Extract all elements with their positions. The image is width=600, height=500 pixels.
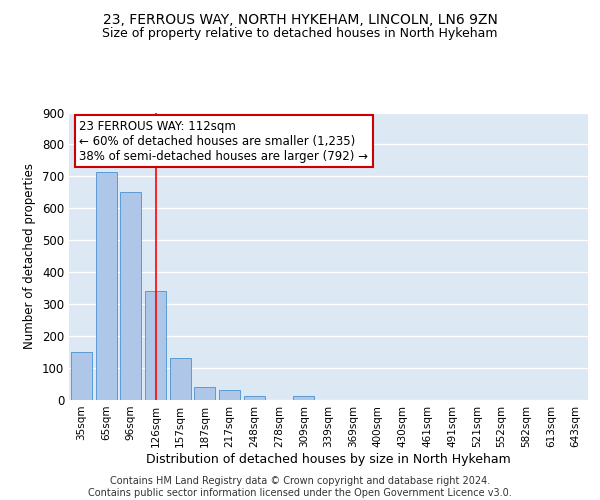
Bar bbox=[71, 352, 92, 400]
Text: 23 FERROUS WAY: 112sqm
← 60% of detached houses are smaller (1,235)
38% of semi-: 23 FERROUS WAY: 112sqm ← 60% of detached… bbox=[79, 120, 368, 162]
X-axis label: Distribution of detached houses by size in North Hykeham: Distribution of detached houses by size … bbox=[146, 452, 511, 466]
Bar bbox=[293, 396, 314, 400]
Text: Contains HM Land Registry data © Crown copyright and database right 2024.
Contai: Contains HM Land Registry data © Crown c… bbox=[88, 476, 512, 498]
Bar bbox=[219, 390, 240, 400]
Bar bbox=[194, 386, 215, 400]
Bar bbox=[170, 358, 191, 400]
Bar bbox=[95, 172, 116, 400]
Bar bbox=[244, 396, 265, 400]
Bar bbox=[145, 292, 166, 400]
Text: 23, FERROUS WAY, NORTH HYKEHAM, LINCOLN, LN6 9ZN: 23, FERROUS WAY, NORTH HYKEHAM, LINCOLN,… bbox=[103, 12, 497, 26]
Y-axis label: Number of detached properties: Number of detached properties bbox=[23, 163, 37, 350]
Text: Size of property relative to detached houses in North Hykeham: Size of property relative to detached ho… bbox=[102, 28, 498, 40]
Bar bbox=[120, 192, 141, 400]
